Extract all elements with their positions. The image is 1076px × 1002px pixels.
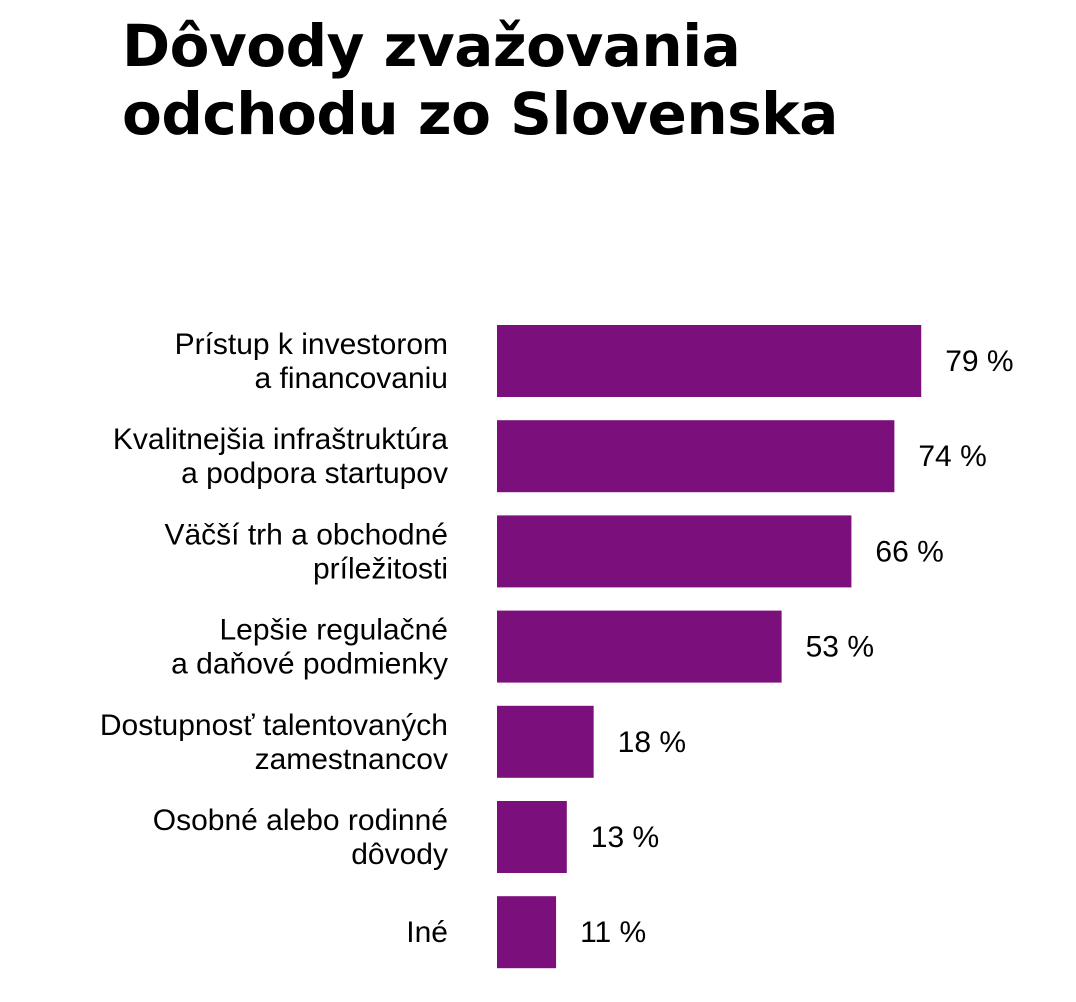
category-label: dôvody xyxy=(351,838,448,871)
category-label: Iné xyxy=(406,916,448,949)
category-label: a financovaniu xyxy=(255,362,448,395)
bar xyxy=(497,896,557,969)
value-label: 74 % xyxy=(918,440,986,473)
category-label: a podpora startupov xyxy=(181,457,448,490)
bar xyxy=(497,705,594,778)
category-label: a daňové podmienky xyxy=(171,648,448,681)
category-label: Kvalitnejšia infraštruktúra xyxy=(113,423,448,456)
bar xyxy=(497,515,852,588)
value-label: 11 % xyxy=(580,916,646,949)
bar xyxy=(497,801,567,873)
chart-title-line-1: Dôvody zvažovania xyxy=(122,12,741,80)
value-label: 53 % xyxy=(806,631,874,664)
category-label: Prístup k investorom xyxy=(175,328,448,361)
value-label: 13 % xyxy=(591,821,659,854)
category-label: príležitosti xyxy=(313,552,448,585)
value-label: 18 % xyxy=(618,726,686,759)
chart-title-line-2: odchodu zo Slovenska xyxy=(122,80,838,148)
bar xyxy=(497,610,782,683)
category-label: Dostupnosť talentovaných xyxy=(100,709,448,742)
category-label: zamestnancov xyxy=(255,743,448,776)
value-label: 79 % xyxy=(945,345,1013,378)
category-label: Lepšie regulačné xyxy=(219,614,448,647)
category-label: Osobné alebo rodinné xyxy=(153,804,448,837)
bar xyxy=(497,325,922,397)
chart-title: Dôvody zvažovania odchodu zo Slovenska xyxy=(122,12,1022,148)
value-label: 66 % xyxy=(875,535,943,568)
bar xyxy=(497,420,895,493)
category-label: Väčší trh a obchodné xyxy=(164,518,448,551)
